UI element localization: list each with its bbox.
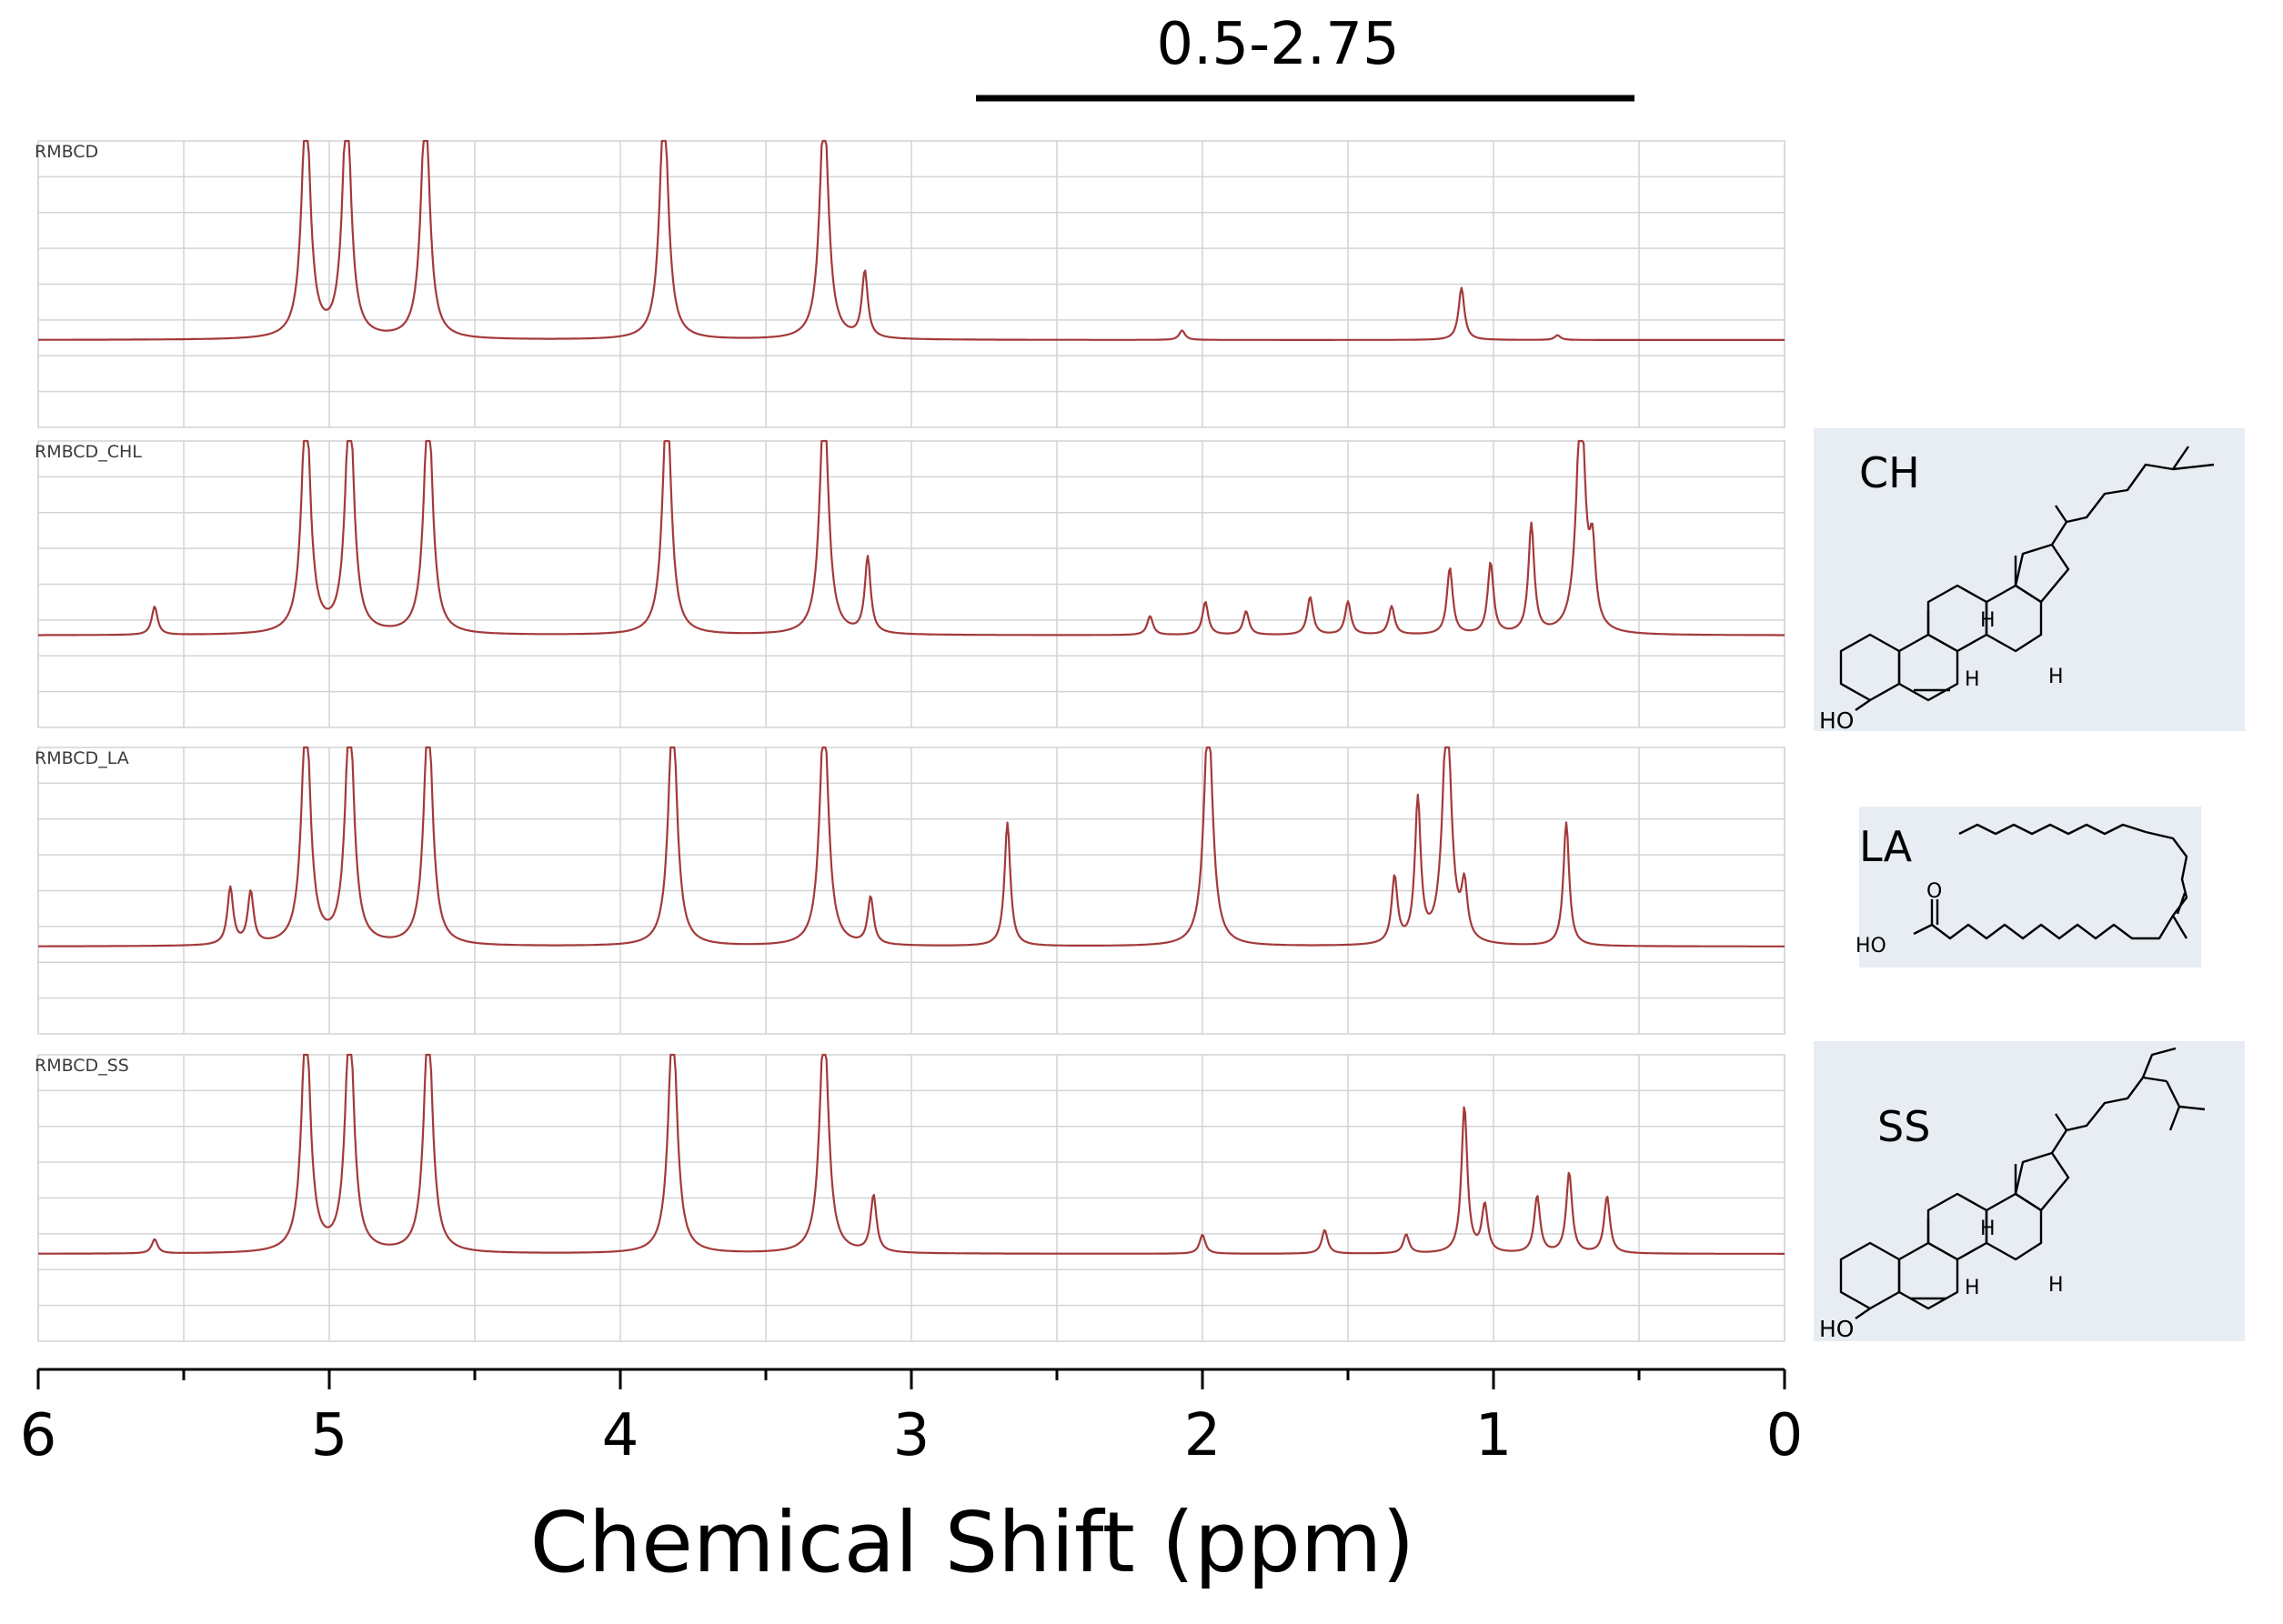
structure-ch-h2: H	[1965, 668, 1980, 691]
highlight-range-label: 0.5-2.75	[1156, 11, 1399, 78]
spectrum-panel: RMBCD_SS	[35, 1053, 1785, 1342]
structure-ch-h3: H	[2048, 666, 2064, 688]
spectrum-panel: RMBCD_CHL	[35, 439, 1785, 728]
structure-ss: SS HO H H H	[1814, 1041, 2245, 1342]
spectrum-trace	[38, 746, 1785, 947]
structure-ss-label: SS	[1877, 1102, 1930, 1151]
structure-ch-background	[1814, 428, 2245, 731]
structure-la: LA O HO	[1856, 807, 2201, 967]
structure-ss-hydroxyl: HO	[1819, 1316, 1854, 1342]
spectrum-trace	[38, 439, 1785, 637]
structure-ch-drawing	[1839, 446, 2215, 711]
structure-ch: CH HO H H H	[1814, 428, 2245, 734]
structure-ss-background	[1814, 1041, 2245, 1341]
x-tick-label: 3	[893, 1402, 930, 1469]
structure-ss-h1: H	[1980, 1218, 1996, 1240]
structure-la-drawing	[1913, 823, 2188, 940]
spectrum-panel: RMBCD_LA	[35, 746, 1785, 1035]
spectrum-label: RMBCD_LA	[35, 748, 129, 768]
x-axis-title: Chemical Shift (ppm)	[530, 1494, 1415, 1591]
spectrum-label: RMBCD_CHL	[35, 442, 142, 462]
structure-la-label: LA	[1859, 822, 1913, 871]
x-tick-label: 0	[1766, 1402, 1804, 1469]
spectrum-panel: RMBCD	[35, 139, 1785, 428]
x-tick-label: 6	[20, 1402, 57, 1469]
spectrum-label: RMBCD	[35, 142, 98, 162]
structure-la-oxygen: O	[1926, 880, 1942, 903]
spectrum-trace	[38, 139, 1785, 341]
highlight-range: 0.5-2.75	[976, 11, 1634, 102]
x-tick-label: 2	[1184, 1402, 1222, 1469]
structure-ss-drawing	[1839, 1047, 2206, 1319]
structure-ss-h2: H	[1965, 1277, 1980, 1299]
spectrum-trace	[38, 1053, 1785, 1255]
structure-ch-label: CH	[1859, 448, 1920, 497]
structure-ch-h1: H	[1980, 609, 1996, 632]
spectra-panels: RMBCD RMBCD_CHL RMBCD_LA RMBCD_SS	[35, 139, 1785, 1342]
structure-ch-hydroxyl: HO	[1819, 707, 1854, 734]
x-axis: 6 5 4 3 2 1 0	[20, 1368, 1804, 1469]
x-tick-label: 4	[602, 1402, 639, 1469]
structure-la-hydroxyl: HO	[1856, 935, 1886, 957]
structure-ss-h3: H	[2048, 1274, 2064, 1297]
x-tick-label: 1	[1475, 1402, 1513, 1469]
x-tick-label: 5	[311, 1402, 348, 1469]
spectrum-label: RMBCD_SS	[35, 1056, 129, 1076]
